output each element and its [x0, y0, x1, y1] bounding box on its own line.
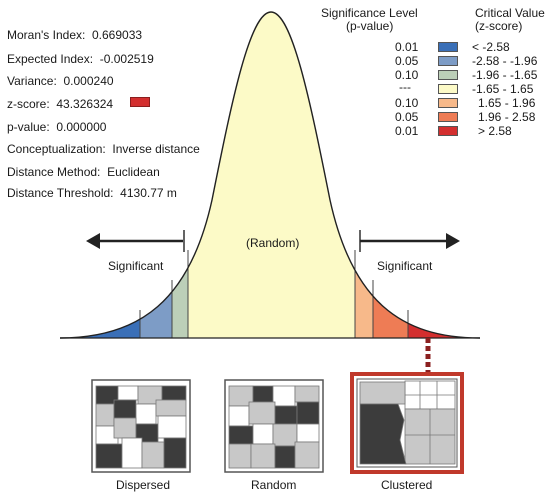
legend-p-row-1: 0.01	[395, 40, 419, 54]
legend-swatch-4	[438, 84, 458, 94]
dispersed-map	[91, 379, 191, 473]
clustered-label: Clustered	[381, 478, 433, 492]
legend-sig-header: Significance Level	[321, 6, 418, 20]
legend-swatch-3	[438, 70, 458, 80]
clustered-map	[350, 372, 464, 474]
random-label: Random	[251, 478, 297, 492]
stat-conceptualization: Conceptualization: Inverse distance	[7, 142, 200, 156]
right-arrow	[360, 233, 460, 249]
legend-p-row-7: 0.01	[395, 124, 419, 138]
random-region-label: (Random)	[246, 236, 300, 250]
legend-crit-subheader: (z-score)	[475, 19, 523, 33]
legend-z-row-5: 1.65 - 1.96	[478, 96, 536, 110]
stat-expected-index: Expected Index: -0.002519	[7, 52, 154, 66]
right-significant-label: Significant	[377, 259, 433, 273]
stat-distance-method: Distance Method: Euclidean	[7, 165, 160, 179]
legend-z-row-2: -2.58 - -1.96	[472, 54, 538, 68]
z-score-marker-swatch	[130, 97, 150, 107]
stat-distance-threshold: Distance Threshold: 4130.77 m	[7, 186, 177, 200]
stat-p-value: p-value: 0.000000	[7, 120, 107, 134]
legend-sig-subheader: (p-value)	[346, 19, 394, 33]
legend-swatch-6	[438, 112, 458, 122]
legend-p-row-5: 0.10	[395, 96, 419, 110]
bell-curve-outline	[59, 11, 481, 339]
legend-p-row-3: 0.10	[395, 68, 419, 82]
legend-crit-header: Critical Value	[475, 6, 545, 20]
legend-z-row-3: -1.96 - -1.65	[472, 68, 538, 82]
dispersed-label: Dispersed	[116, 478, 171, 492]
legend-swatch-1	[438, 42, 458, 52]
legend-p-row-2: 0.05	[395, 54, 419, 68]
legend-swatch-2	[438, 56, 458, 66]
right-arrowhead-icon	[446, 233, 460, 249]
band-dividers	[139, 250, 409, 338]
left-arrow	[86, 233, 183, 249]
legend-z-row-6: 1.96 - 2.58	[478, 110, 536, 124]
legend-swatch-7	[438, 126, 458, 136]
legend-z-row-4: -1.65 - 1.65	[472, 82, 534, 96]
legend-z-row-7: > 2.58	[478, 124, 512, 138]
stat-z-score: z-score: 43.326324	[7, 97, 114, 111]
random-map	[224, 379, 324, 473]
legend-z-row-1: < -2.58	[472, 40, 510, 54]
legend-p-row-4: ---	[399, 80, 411, 94]
legend-swatch-5	[438, 98, 458, 108]
stat-morans-index: Moran's Index: 0.669033	[7, 28, 143, 42]
left-significant-label: Significant	[108, 259, 164, 273]
left-arrowhead-icon	[86, 233, 100, 249]
legend-p-row-6: 0.05	[395, 110, 419, 124]
stat-variance: Variance: 0.000240	[7, 74, 114, 88]
